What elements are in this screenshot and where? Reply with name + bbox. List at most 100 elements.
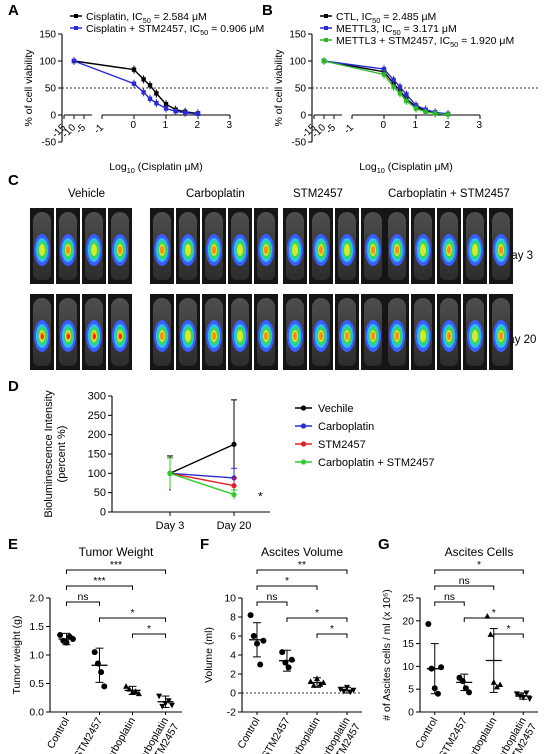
data-point bbox=[391, 77, 396, 83]
mouse-image-row bbox=[150, 294, 278, 370]
data-point bbox=[425, 620, 432, 627]
y-tick-label: 0 bbox=[300, 111, 306, 122]
mouse-image bbox=[361, 294, 385, 370]
data-point bbox=[250, 633, 257, 639]
legend-label: METTL3 + STM2457, IC50 = 1.920 μM bbox=[336, 35, 514, 49]
x-tick-label: -1 bbox=[92, 122, 106, 136]
x-tick-label: 2 bbox=[194, 120, 200, 131]
data-point bbox=[397, 84, 403, 90]
significance-label: ns bbox=[444, 591, 455, 603]
legend-label: Vechile bbox=[318, 403, 353, 415]
x-tick-label: Control bbox=[45, 716, 72, 751]
y-axis-label: % of cell viability bbox=[23, 49, 35, 127]
data-point bbox=[434, 690, 441, 697]
significance-bracket bbox=[256, 601, 288, 606]
data-point bbox=[131, 81, 137, 86]
x-tick-label: Carboplatin+STM2457 bbox=[134, 715, 182, 754]
data-point bbox=[381, 66, 387, 72]
y-tick-label: 300 bbox=[88, 391, 106, 403]
luminescence-signal bbox=[319, 246, 323, 254]
data-point bbox=[147, 83, 153, 88]
significance-bracket bbox=[434, 601, 465, 606]
significance-label: *** bbox=[110, 559, 122, 571]
data-point bbox=[340, 688, 347, 695]
data-point bbox=[165, 698, 172, 704]
data-point bbox=[135, 690, 142, 697]
data-point bbox=[126, 686, 133, 692]
luminescence-signal bbox=[420, 330, 426, 342]
data-point bbox=[428, 665, 435, 672]
chart-f: Ascites Volume -2 0 2 4 6 8 10 Volume (ml) Contro… bbox=[203, 545, 363, 754]
significance-label: * bbox=[147, 623, 151, 635]
significance-label: * bbox=[477, 559, 481, 571]
mouse-image bbox=[150, 294, 174, 370]
x-tick-label: STM2457 bbox=[437, 715, 470, 754]
y-tick-label: 0 bbox=[50, 111, 56, 122]
data-point bbox=[282, 659, 289, 666]
significance-mark: * bbox=[258, 490, 263, 504]
y-tick-label: 0.0 bbox=[29, 707, 44, 719]
luminescence-signal bbox=[344, 244, 350, 256]
luminescence-signal bbox=[292, 244, 298, 256]
luminescence-signal bbox=[345, 332, 349, 340]
data-point bbox=[147, 96, 153, 101]
x-tick-label: 3 bbox=[476, 120, 482, 131]
y-tick-label: 10 bbox=[402, 661, 414, 673]
data-point bbox=[231, 483, 237, 489]
luminescence-signal bbox=[293, 332, 297, 340]
luminescence-signal bbox=[447, 332, 451, 340]
mouse-image bbox=[176, 208, 200, 284]
significance-bracket bbox=[66, 601, 100, 606]
group-label-carboplatin: Carboplatin bbox=[186, 188, 245, 200]
data-point bbox=[123, 683, 130, 689]
series-line bbox=[169, 472, 235, 496]
data-point bbox=[285, 664, 292, 671]
mouse-image bbox=[82, 208, 106, 284]
legend-marker bbox=[324, 26, 328, 30]
y-tick-label: 100 bbox=[289, 57, 306, 68]
legend-label: CTL, IC50 = 2.485 μM bbox=[336, 11, 436, 25]
data-point bbox=[459, 677, 466, 684]
data-point bbox=[154, 100, 159, 106]
luminescence-signal bbox=[66, 333, 70, 339]
x-tick-label: 3 bbox=[226, 120, 232, 131]
luminescence-signal bbox=[264, 246, 268, 254]
data-point bbox=[63, 639, 70, 646]
panel-letter-g: G bbox=[378, 536, 390, 553]
mouse-image bbox=[56, 294, 80, 370]
significance-label: ** bbox=[298, 559, 306, 571]
legend-marker bbox=[300, 441, 307, 447]
y-tick-label: 0.5 bbox=[29, 678, 44, 690]
luminescence-signal bbox=[371, 332, 375, 340]
data-point bbox=[413, 106, 419, 111]
mouse-image bbox=[108, 294, 132, 370]
data-point bbox=[154, 91, 159, 96]
luminescence-signal bbox=[420, 244, 426, 256]
y-tick-label: 1.5 bbox=[29, 621, 44, 633]
mouse-image bbox=[309, 294, 333, 370]
legend-label: STM2457 bbox=[318, 439, 366, 451]
series-line bbox=[169, 443, 235, 474]
data-point bbox=[423, 109, 428, 114]
significance-label: * bbox=[506, 623, 510, 635]
y-tick-label: 50 bbox=[295, 84, 307, 95]
data-point bbox=[438, 664, 445, 671]
significance-label: *** bbox=[93, 575, 105, 587]
data-point bbox=[490, 679, 497, 685]
luminescence-signal bbox=[499, 332, 503, 340]
y-tick-label: 6 bbox=[230, 631, 236, 643]
mouse-image bbox=[411, 294, 435, 370]
data-point bbox=[321, 58, 327, 64]
x-tick-label: STM2457 bbox=[72, 715, 105, 754]
y-tick-label: -2 bbox=[227, 707, 236, 719]
mouse-image bbox=[489, 208, 513, 284]
data-point bbox=[314, 675, 320, 682]
luminescence-signal bbox=[472, 330, 478, 342]
legend-label: METTL3, IC50 = 3.171 μM bbox=[336, 23, 457, 37]
chart-title: Tumor Weight bbox=[79, 545, 154, 559]
mouse-image bbox=[437, 208, 461, 284]
x-tick-label: Carboplatin+STM2457 bbox=[492, 715, 540, 754]
luminescence-signal bbox=[39, 244, 45, 256]
y-tick-label: 8 bbox=[230, 612, 236, 624]
